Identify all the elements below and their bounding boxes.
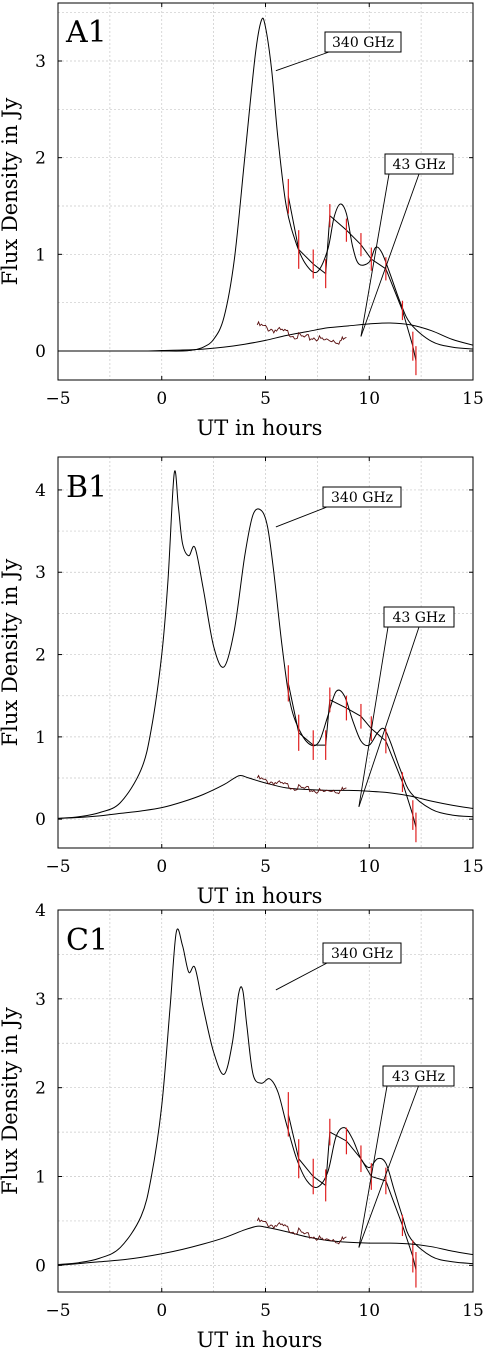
annotation-pointer	[358, 626, 389, 807]
x-tick-label: 5	[260, 389, 271, 409]
annotation-box	[383, 606, 455, 628]
annotation-pointer	[275, 51, 330, 72]
x-tick-label: −5	[45, 389, 70, 409]
x-tick-label: 10	[358, 857, 380, 877]
y-tick-label: 0	[35, 810, 46, 830]
annotation-43-ghz: 43 GHz	[358, 606, 455, 807]
y-tick-label: 3	[35, 52, 46, 72]
x-tick-label: 15	[462, 1301, 484, 1321]
x-tick-label: 0	[156, 389, 167, 409]
x-tick-label: 5	[260, 857, 271, 877]
annotation-pointer	[358, 626, 420, 807]
y-tick-label: 1	[35, 245, 46, 265]
y-tick-label: 3	[35, 990, 46, 1010]
panel-C1: −5 0 5 10 15 0 1 2 3 4 UT in hours Flux Density in …	[0, 901, 484, 1349]
x-tick-label: 15	[462, 389, 484, 409]
y-axis-label: Flux Density in Jy	[0, 97, 22, 285]
panel-B1: −5 0 5 10 15 0 1 2 3 4 UT in hours Flux Density in …	[0, 456, 484, 908]
annotation-43-ghz: 43 GHz	[360, 153, 454, 337]
series-line-model-43-ghz	[58, 1225, 473, 1266]
series-line-data-43ghz	[256, 320, 347, 345]
y-tick-label: 2	[35, 646, 46, 666]
annotation-340-ghz: 340 GHz	[275, 31, 402, 72]
series-line-data-340ghz	[287, 196, 417, 361]
y-tick-label: 2	[35, 149, 46, 169]
grid	[58, 457, 473, 848]
series-group	[58, 17, 473, 376]
x-tick-label: −5	[45, 857, 70, 877]
y-tick-label: 0	[35, 342, 46, 362]
annotation-pointer	[360, 173, 390, 337]
annotation-box	[384, 153, 454, 175]
panel-A1: −5 0 5 10 15 0 1 2 3 UT in hours Flux Density in J…	[0, 2, 484, 440]
annotation-label: 340 GHz	[332, 35, 394, 51]
y-tick-label: 4	[35, 901, 46, 921]
series-line-data-43ghz	[256, 774, 347, 795]
y-tick-label: 1	[35, 1168, 46, 1188]
annotation-box	[382, 1065, 455, 1087]
series-line-data-340ghz	[287, 1114, 417, 1270]
x-tick-label: 15	[462, 857, 484, 877]
annotation-label: 43 GHz	[392, 1069, 445, 1085]
annotation-340-ghz: 340 GHz	[275, 486, 402, 528]
annotation-box	[324, 31, 402, 53]
annotation-pointer	[358, 1085, 388, 1248]
series-line-model-340-ghz	[58, 17, 473, 352]
series-line-model-340-ghz	[58, 928, 473, 1265]
series-line-data-340ghz	[287, 683, 417, 828]
annotation-label: 43 GHz	[392, 157, 445, 173]
y-axis-label: Flux Density in Jy	[0, 558, 22, 746]
annotation-label: 340 GHz	[331, 946, 393, 962]
x-tick-label: 0	[156, 1301, 167, 1321]
annotation-box	[322, 486, 402, 508]
annotation-340-ghz: 340 GHz	[275, 942, 402, 991]
x-tick-label: 5	[260, 1301, 271, 1321]
x-tick-label: 0	[156, 857, 167, 877]
panel-label: B1	[66, 470, 107, 505]
series-line-data-43ghz	[256, 1216, 347, 1245]
series-line-model-43-ghz	[58, 322, 473, 352]
y-tick-label: 0	[35, 1256, 46, 1276]
annotation-label: 340 GHz	[331, 490, 393, 506]
annotation-pointer	[275, 962, 328, 991]
annotation-pointer	[360, 173, 420, 337]
y-tick-label: 3	[35, 563, 46, 583]
x-tick-label: 10	[358, 1301, 380, 1321]
y-axis-label: Flux Density in Jy	[0, 1007, 22, 1195]
series-line-model-340-ghz	[58, 470, 473, 819]
annotation-pointer	[275, 506, 328, 528]
panel-label: C1	[66, 923, 108, 958]
panel-label: A1	[65, 15, 107, 50]
y-tick-label: 4	[35, 481, 46, 501]
annotation-label: 43 GHz	[392, 610, 445, 626]
x-axis-label: UT in hours	[197, 416, 323, 440]
x-axis-label: UT in hours	[197, 1328, 323, 1349]
annotation-box	[322, 942, 402, 964]
grid	[58, 909, 473, 1292]
y-tick-label: 2	[35, 1079, 46, 1099]
x-axis-label: UT in hours	[197, 884, 323, 908]
annotation-pointer	[358, 1085, 419, 1248]
series-line-model-43-ghz	[58, 775, 473, 819]
y-tick-label: 1	[35, 728, 46, 748]
series-group	[58, 470, 473, 843]
x-tick-label: 10	[358, 389, 380, 409]
x-tick-label: −5	[45, 1301, 70, 1321]
annotation-43-ghz: 43 GHz	[358, 1065, 455, 1248]
